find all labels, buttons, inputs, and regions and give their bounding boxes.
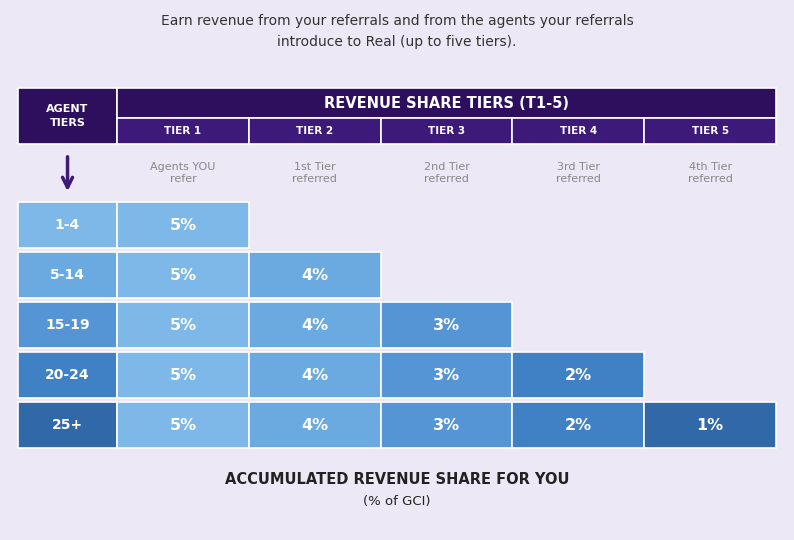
Bar bbox=[249, 118, 380, 144]
Text: 5%: 5% bbox=[169, 318, 196, 333]
Bar bbox=[18, 252, 117, 298]
Bar bbox=[380, 352, 512, 398]
Bar bbox=[18, 88, 117, 144]
Text: TIER 5: TIER 5 bbox=[692, 126, 729, 136]
Text: 3%: 3% bbox=[433, 368, 460, 382]
Bar bbox=[512, 402, 644, 448]
Bar bbox=[117, 252, 249, 298]
Bar bbox=[249, 302, 380, 348]
Bar bbox=[117, 402, 249, 448]
Bar bbox=[18, 352, 117, 398]
Text: 5%: 5% bbox=[169, 368, 196, 382]
Bar bbox=[18, 302, 117, 348]
Text: 2%: 2% bbox=[565, 368, 592, 382]
Text: (% of GCI): (% of GCI) bbox=[363, 496, 431, 509]
Bar bbox=[249, 252, 380, 298]
Text: AGENT
TIERS: AGENT TIERS bbox=[46, 104, 89, 127]
Text: Earn revenue from your referrals and from the agents your referrals
introduce to: Earn revenue from your referrals and fro… bbox=[160, 14, 634, 49]
Text: REVENUE SHARE TIERS (T1-5): REVENUE SHARE TIERS (T1-5) bbox=[324, 96, 569, 111]
Text: Agents YOU
refer: Agents YOU refer bbox=[150, 162, 216, 184]
Bar bbox=[512, 118, 644, 144]
Text: TIER 2: TIER 2 bbox=[296, 126, 333, 136]
Text: 15-19: 15-19 bbox=[45, 318, 90, 332]
Text: 5%: 5% bbox=[169, 417, 196, 433]
Text: 2%: 2% bbox=[565, 417, 592, 433]
Text: 1st Tier
referred: 1st Tier referred bbox=[292, 162, 337, 184]
Text: 20-24: 20-24 bbox=[45, 368, 90, 382]
Text: 25+: 25+ bbox=[52, 418, 83, 432]
Text: TIER 1: TIER 1 bbox=[164, 126, 202, 136]
Text: 4%: 4% bbox=[301, 368, 328, 382]
Text: ACCUMULATED REVENUE SHARE FOR YOU: ACCUMULATED REVENUE SHARE FOR YOU bbox=[225, 472, 569, 488]
Bar bbox=[117, 302, 249, 348]
Text: 3%: 3% bbox=[433, 417, 460, 433]
Text: 4th Tier
referred: 4th Tier referred bbox=[688, 162, 733, 184]
Bar bbox=[117, 88, 776, 118]
Text: 5%: 5% bbox=[169, 218, 196, 233]
Text: 5-14: 5-14 bbox=[50, 268, 85, 282]
Text: 2nd Tier
referred: 2nd Tier referred bbox=[423, 162, 469, 184]
Bar bbox=[380, 302, 512, 348]
Text: 3rd Tier
referred: 3rd Tier referred bbox=[556, 162, 601, 184]
Bar bbox=[380, 402, 512, 448]
Bar bbox=[512, 352, 644, 398]
Bar bbox=[117, 118, 249, 144]
Bar bbox=[117, 352, 249, 398]
Bar bbox=[249, 402, 380, 448]
Text: TIER 4: TIER 4 bbox=[560, 126, 597, 136]
Text: 5%: 5% bbox=[169, 267, 196, 282]
Bar bbox=[644, 118, 776, 144]
Text: 1-4: 1-4 bbox=[55, 218, 80, 232]
Text: 3%: 3% bbox=[433, 318, 460, 333]
Text: 4%: 4% bbox=[301, 267, 328, 282]
Bar bbox=[117, 202, 249, 248]
Bar bbox=[380, 118, 512, 144]
Bar bbox=[18, 402, 117, 448]
Bar bbox=[249, 352, 380, 398]
Text: TIER 3: TIER 3 bbox=[428, 126, 465, 136]
Bar bbox=[18, 202, 117, 248]
Text: 1%: 1% bbox=[696, 417, 723, 433]
Text: 4%: 4% bbox=[301, 417, 328, 433]
Text: 4%: 4% bbox=[301, 318, 328, 333]
Bar bbox=[644, 402, 776, 448]
